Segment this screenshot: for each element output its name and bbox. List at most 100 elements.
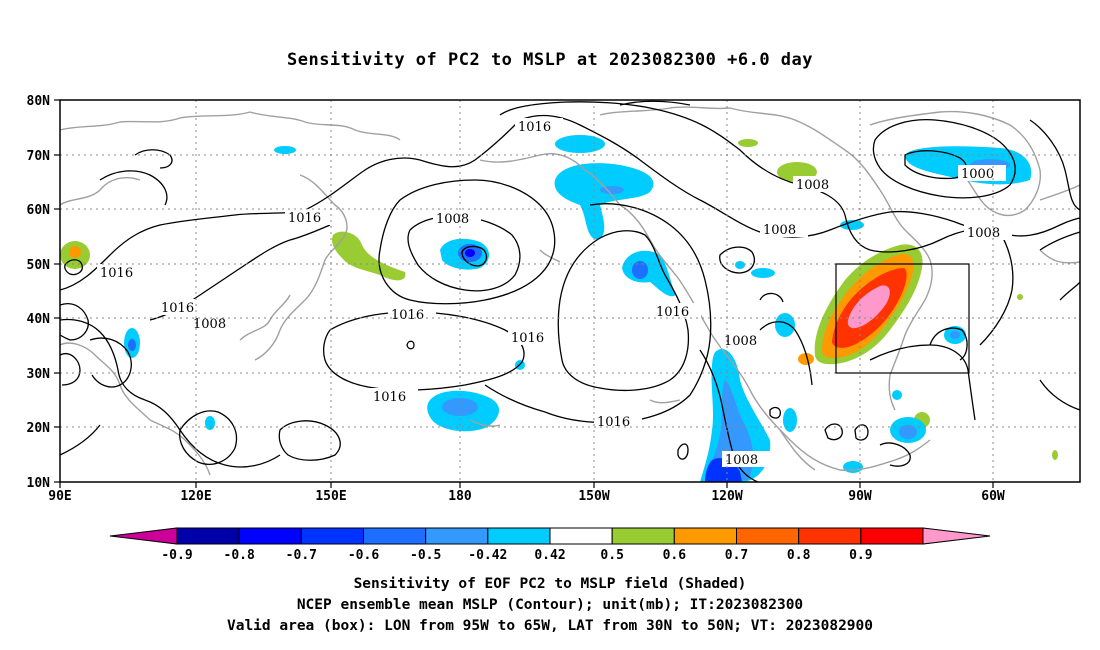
caption-line-3: Valid area (box): LON from 95W to 65W, L… (226, 618, 873, 634)
positive-region-northeast-us-pink (847, 285, 890, 329)
coastlines (59, 106, 1081, 476)
negative-patch-aleutian-core2 (465, 249, 475, 257)
lat-label: 10N (27, 476, 51, 491)
contour-label: 1016 (288, 211, 321, 226)
colorbar-segment (176, 527, 240, 545)
colorbar-label: 0.5 (600, 548, 623, 563)
contour-label: 1008 (763, 223, 796, 238)
longitude-labels: 90E 120E 150E 180 150W 120W 90W 60W (48, 489, 1005, 504)
colorbar-label: 0.9 (849, 548, 872, 563)
colorbar-label: -0.42 (468, 548, 507, 563)
colorbar-label: 0.42 (534, 548, 565, 563)
colorbar-segment (300, 527, 365, 545)
positive-patch-small2 (1052, 450, 1058, 460)
caption-line-1: Sensitivity of EOF PC2 to MSLP field (Sh… (353, 576, 747, 592)
colorbar (109, 527, 991, 545)
lon-label: 150W (578, 489, 609, 504)
lon-label: 90E (48, 489, 71, 504)
colorbar-segment (363, 527, 427, 545)
contour-label: 1016 (100, 266, 133, 281)
grid-lines (60, 100, 1080, 482)
colorbar-label: 0.7 (725, 548, 748, 563)
colorbar-label: -0.6 (348, 548, 379, 563)
colorbar-segment (736, 527, 800, 545)
lat-label: 70N (27, 149, 51, 164)
lon-label: 150E (315, 489, 346, 504)
positive-patch-gulf (798, 353, 814, 365)
lat-label: 60N (27, 203, 51, 218)
negative-patch-bering-inner (600, 186, 624, 194)
negative-region-gulf-alaska (622, 250, 676, 297)
negative-patch-west-pacific-core (128, 339, 136, 351)
negative-patch-canada-1 (751, 268, 775, 278)
contour-label: 1008 (967, 226, 1000, 241)
colorbar-segment (922, 527, 991, 545)
positive-patch-small (1017, 294, 1023, 300)
colorbar-segment (798, 527, 862, 545)
lat-label: 50N (27, 258, 51, 273)
positive-patch-arctic (738, 139, 758, 147)
negative-patch-atlantic-core (950, 331, 960, 339)
lat-label: 80N (27, 94, 51, 109)
valid-area-box (835, 263, 970, 374)
colorbar-segment (860, 527, 924, 545)
lon-label: 180 (448, 489, 472, 504)
contour-label: 1016 (373, 390, 406, 405)
latitude-labels: 80N 70N 60N 50N 40N 30N 20N 10N (27, 94, 51, 491)
negative-patch-south-china (205, 416, 215, 430)
map-frame (59, 99, 1081, 483)
colorbar-label: -0.5 (410, 548, 441, 563)
negative-patch-bering-north (555, 135, 605, 153)
colorbar-segment (673, 527, 737, 545)
contour-label: 1008 (724, 334, 757, 349)
colorbar-labels: -0.9 -0.8 -0.7 -0.6 -0.5 -0.42 0.42 0.5 0.6 0.7 0.… (161, 548, 872, 563)
contour-label: 1008 (725, 453, 758, 468)
negative-patch-caribbean-core (899, 425, 917, 439)
caption: Sensitivity of EOF PC2 to MSLP field (Sh… (0, 574, 1100, 637)
contour-label: 1016 (511, 331, 544, 346)
negative-patch-florida (892, 390, 902, 400)
caption-line-2: NCEP ensemble mean MSLP (Contour); unit(… (296, 597, 804, 613)
negative-patch-canada-2 (840, 220, 864, 230)
colorbar-label: 0.8 (787, 548, 811, 563)
page-title: Sensitivity of PC2 to MSLP at 2023082300… (286, 50, 813, 70)
tick-marks (54, 99, 994, 488)
lon-label: 60W (981, 489, 1005, 504)
contour-label: 1016 (597, 415, 630, 430)
lat-label: 40N (27, 312, 51, 327)
colorbar-segment (238, 527, 302, 545)
contour-label: 1008 (193, 317, 226, 332)
contour-label: 1016 (161, 301, 194, 316)
positive-patch-okhotsk (332, 231, 406, 281)
colorbar-label: -0.9 (161, 548, 192, 563)
colorbar-label: -0.8 (224, 548, 255, 563)
lon-label: 120W (711, 489, 742, 504)
negative-patch-mexico (783, 408, 797, 432)
colorbar-label: -0.7 (286, 548, 317, 563)
colorbar-segment (425, 527, 489, 545)
negative-patch-gulf-alaska-core (632, 261, 648, 279)
negative-patch-canada-4 (775, 313, 795, 337)
colorbar-segment (611, 527, 675, 545)
colorbar-segment (109, 527, 178, 545)
contour-label: 1016 (656, 305, 689, 320)
lat-label: 30N (27, 367, 51, 382)
colorbar-label: 0.6 (663, 548, 687, 563)
negative-patch-canada-3 (735, 261, 745, 269)
mslp-contours (59, 100, 1081, 483)
contour-label: 1000 (961, 167, 994, 182)
contour-label: 1008 (796, 178, 829, 193)
contour-label: 1016 (391, 308, 424, 323)
negative-region-bering (554, 163, 654, 240)
colorbar-segment (549, 527, 613, 545)
contour-label: 1016 (518, 120, 551, 135)
lon-label: 120E (180, 489, 211, 504)
negative-patch-chukchi (274, 146, 296, 154)
lon-label: 90W (848, 489, 872, 504)
contour-labels: 1016 1008 1000 1016 1008 1008 1016 1016 … (100, 120, 1001, 468)
colorbar-segment (487, 527, 551, 545)
contour-label: 1008 (436, 212, 469, 227)
positive-patch-west-orange (69, 246, 81, 258)
lat-label: 20N (27, 421, 51, 436)
